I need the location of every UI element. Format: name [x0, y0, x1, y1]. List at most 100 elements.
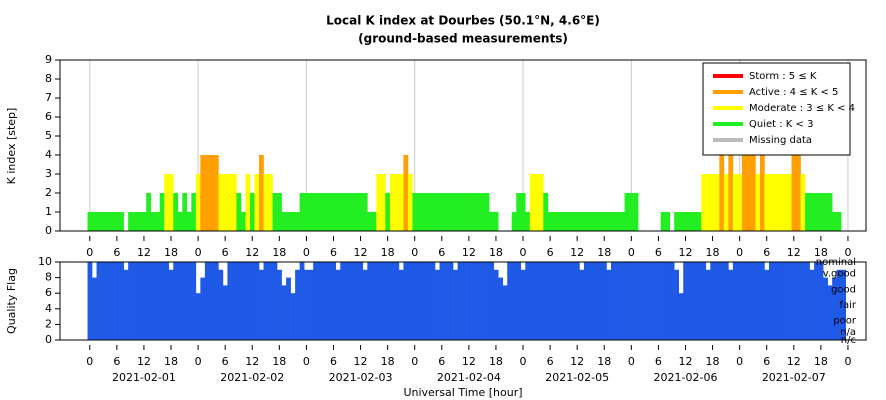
- quality-bar: [823, 277, 828, 340]
- bar: [114, 212, 120, 231]
- flag-label: fair: [839, 300, 856, 311]
- bar: [777, 174, 783, 231]
- quality-bar: [128, 262, 133, 340]
- bar: [687, 212, 693, 231]
- quality-bar: [123, 269, 129, 340]
- quality-bar: [304, 269, 309, 340]
- quality-bar: [340, 262, 346, 340]
- x-tick-label: 12: [787, 355, 801, 368]
- bar: [791, 155, 797, 231]
- quality-bar: [841, 269, 846, 340]
- bar: [489, 212, 494, 231]
- quality-bar: [565, 262, 571, 340]
- y-tick-label: 3: [45, 167, 52, 180]
- x-tick-label: 12: [570, 246, 584, 259]
- quality-bar: [398, 269, 404, 340]
- x-tick-label: 18: [381, 246, 395, 259]
- x-tick-label: 18: [489, 246, 503, 259]
- bar: [416, 193, 422, 231]
- x-tick-label: 0: [86, 355, 93, 368]
- x-tick-label: 6: [330, 246, 337, 259]
- bar: [534, 174, 540, 231]
- quality-bar: [570, 262, 576, 340]
- quality-bar: [520, 269, 526, 340]
- quality-bar: [633, 262, 639, 340]
- bar: [579, 212, 585, 231]
- bar: [588, 212, 594, 231]
- legend-label: Quiet : K < 3: [749, 119, 813, 130]
- x-tick-label: 0: [411, 246, 418, 259]
- bar: [277, 193, 282, 231]
- quality-bar: [782, 262, 788, 340]
- x-tick-label: 12: [462, 246, 476, 259]
- flag-label: poor: [833, 316, 857, 327]
- quality-bar: [606, 269, 612, 340]
- y-tick-label: 10: [38, 255, 52, 268]
- x-tick-label: 6: [763, 246, 770, 259]
- quality-bar: [331, 262, 337, 340]
- quality-bar: [403, 262, 409, 340]
- bar: [295, 212, 300, 231]
- quality-bar: [701, 262, 707, 340]
- bar: [701, 174, 707, 231]
- x-tick-label: 18: [381, 355, 395, 368]
- quality-bar: [182, 262, 188, 340]
- bar: [349, 193, 355, 231]
- quality-bar: [222, 285, 228, 340]
- quality-bar: [385, 262, 391, 340]
- bar: [683, 212, 689, 231]
- bar: [87, 212, 93, 231]
- bar: [759, 155, 765, 231]
- bar: [304, 193, 309, 231]
- bar: [723, 174, 729, 231]
- y-tick-label: 0: [45, 333, 52, 346]
- quality-bar: [353, 262, 359, 340]
- quality-bar: [759, 262, 765, 340]
- quality-bar: [516, 262, 522, 340]
- x-tick-label: 18: [814, 246, 828, 259]
- bar: [516, 193, 522, 231]
- bar: [245, 174, 251, 231]
- quality-bar: [489, 262, 494, 340]
- bar: [710, 174, 716, 231]
- x-tick-label: 12: [245, 355, 259, 368]
- bar: [191, 193, 197, 231]
- bar: [101, 212, 106, 231]
- legend-label: Moderate : 3 ≤ K < 4: [749, 103, 855, 114]
- quality-bar: [471, 262, 476, 340]
- quality-bar: [832, 277, 837, 340]
- date-label: 2021-02-05: [545, 371, 609, 384]
- bar: [137, 212, 142, 231]
- quality-bar: [290, 293, 296, 340]
- quality-bar: [480, 262, 485, 340]
- quality-bar: [737, 262, 743, 340]
- x-tick-label: 6: [655, 246, 662, 259]
- bar: [543, 193, 549, 231]
- bar: [209, 155, 215, 231]
- quality-bar: [638, 262, 643, 340]
- bar: [105, 212, 111, 231]
- x-tick-label: 12: [354, 246, 368, 259]
- quality-bar: [710, 262, 716, 340]
- bar: [805, 193, 810, 231]
- bar: [832, 212, 837, 231]
- chart-title: Local K index at Dourbes (50.1°N, 4.6°E): [326, 14, 600, 28]
- bar: [574, 212, 580, 231]
- quality-bar: [132, 262, 138, 340]
- bar: [376, 174, 382, 231]
- x-tick-label: 0: [303, 246, 310, 259]
- y-tick-label: 2: [45, 186, 52, 199]
- bar: [141, 212, 147, 231]
- bar: [511, 212, 517, 231]
- quality-bar: [552, 262, 558, 340]
- bar: [466, 193, 472, 231]
- quality-bar: [317, 262, 323, 340]
- quality-bar: [805, 262, 810, 340]
- quality-bar: [579, 269, 585, 340]
- quality-bar: [507, 262, 513, 340]
- bar: [755, 174, 761, 231]
- quality-bar: [669, 262, 675, 340]
- y-tick-label: 9: [45, 53, 52, 66]
- quality-bar: [448, 262, 454, 340]
- quality-bar: [367, 262, 373, 340]
